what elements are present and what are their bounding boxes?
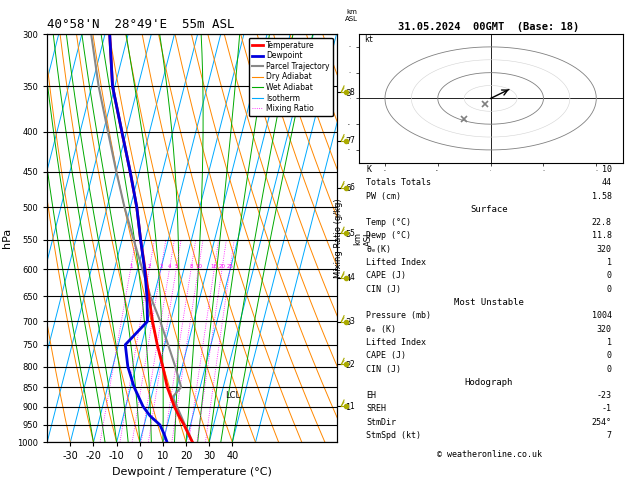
Text: © weatheronline.co.uk: © weatheronline.co.uk: [437, 450, 542, 459]
Text: 3: 3: [159, 264, 163, 269]
Text: 8: 8: [189, 264, 193, 269]
Text: Most Unstable: Most Unstable: [454, 298, 524, 307]
Text: CIN (J): CIN (J): [366, 285, 401, 294]
Text: Dewp (°C): Dewp (°C): [366, 231, 411, 241]
Text: 0: 0: [607, 285, 612, 294]
Text: 5: 5: [174, 264, 178, 269]
Text: 0: 0: [607, 364, 612, 374]
Text: 0: 0: [607, 271, 612, 280]
Text: 1004: 1004: [592, 312, 612, 320]
X-axis label: Dewpoint / Temperature (°C): Dewpoint / Temperature (°C): [112, 467, 272, 477]
Text: 5: 5: [349, 229, 354, 238]
Text: 4: 4: [168, 264, 171, 269]
Legend: Temperature, Dewpoint, Parcel Trajectory, Dry Adiabat, Wet Adiabat, Isotherm, Mi: Temperature, Dewpoint, Parcel Trajectory…: [248, 38, 333, 116]
Text: K: K: [366, 165, 371, 174]
Text: 1: 1: [129, 264, 132, 269]
Text: 22.8: 22.8: [592, 218, 612, 227]
Text: StmDir: StmDir: [366, 418, 396, 427]
Text: CAPE (J): CAPE (J): [366, 351, 406, 360]
Text: 40°58'N  28°49'E  55m ASL: 40°58'N 28°49'E 55m ASL: [47, 18, 235, 32]
Text: Lifted Index: Lifted Index: [366, 338, 426, 347]
Text: -1: -1: [602, 404, 612, 414]
Text: 2: 2: [148, 264, 151, 269]
Text: 31.05.2024  00GMT  (Base: 18): 31.05.2024 00GMT (Base: 18): [398, 21, 580, 32]
Text: 320: 320: [597, 325, 612, 334]
Text: 44: 44: [602, 178, 612, 187]
Text: 20: 20: [218, 264, 226, 269]
Text: -23: -23: [597, 391, 612, 400]
Text: θₑ (K): θₑ (K): [366, 325, 396, 334]
Text: PW (cm): PW (cm): [366, 191, 401, 201]
Text: Totals Totals: Totals Totals: [366, 178, 431, 187]
Text: Mixing Ratio (g/kg): Mixing Ratio (g/kg): [334, 198, 343, 278]
Y-axis label: km
ASL: km ASL: [353, 230, 373, 246]
Text: CIN (J): CIN (J): [366, 364, 401, 374]
Text: Temp (°C): Temp (°C): [366, 218, 411, 227]
Text: 7: 7: [349, 136, 354, 145]
Text: StmSpd (kt): StmSpd (kt): [366, 431, 421, 440]
Text: 6: 6: [349, 183, 354, 192]
Text: km
ASL: km ASL: [345, 9, 358, 22]
Text: 10: 10: [602, 165, 612, 174]
Text: kt: kt: [364, 35, 373, 44]
Text: Hodograph: Hodograph: [465, 378, 513, 387]
Text: 16: 16: [211, 264, 218, 269]
Text: 254°: 254°: [592, 418, 612, 427]
Text: 1: 1: [607, 338, 612, 347]
Text: 320: 320: [597, 245, 612, 254]
Text: θₑ(K): θₑ(K): [366, 245, 391, 254]
Text: EH: EH: [366, 391, 376, 400]
Text: 4: 4: [349, 274, 354, 282]
Text: 1: 1: [349, 401, 354, 411]
Text: SREH: SREH: [366, 404, 386, 414]
Text: 0: 0: [607, 351, 612, 360]
Text: 1.58: 1.58: [592, 191, 612, 201]
Text: LCL: LCL: [225, 391, 240, 399]
Text: 2: 2: [349, 360, 354, 369]
Text: Pressure (mb): Pressure (mb): [366, 312, 431, 320]
Text: CAPE (J): CAPE (J): [366, 271, 406, 280]
Text: 3: 3: [349, 317, 354, 326]
Text: Surface: Surface: [470, 205, 508, 214]
Y-axis label: hPa: hPa: [2, 228, 11, 248]
Text: 25: 25: [226, 264, 233, 269]
Text: 8: 8: [349, 87, 354, 97]
Text: 7: 7: [607, 431, 612, 440]
Text: 11.8: 11.8: [592, 231, 612, 241]
Text: Lifted Index: Lifted Index: [366, 258, 426, 267]
Text: 1: 1: [607, 258, 612, 267]
Text: 10: 10: [195, 264, 202, 269]
